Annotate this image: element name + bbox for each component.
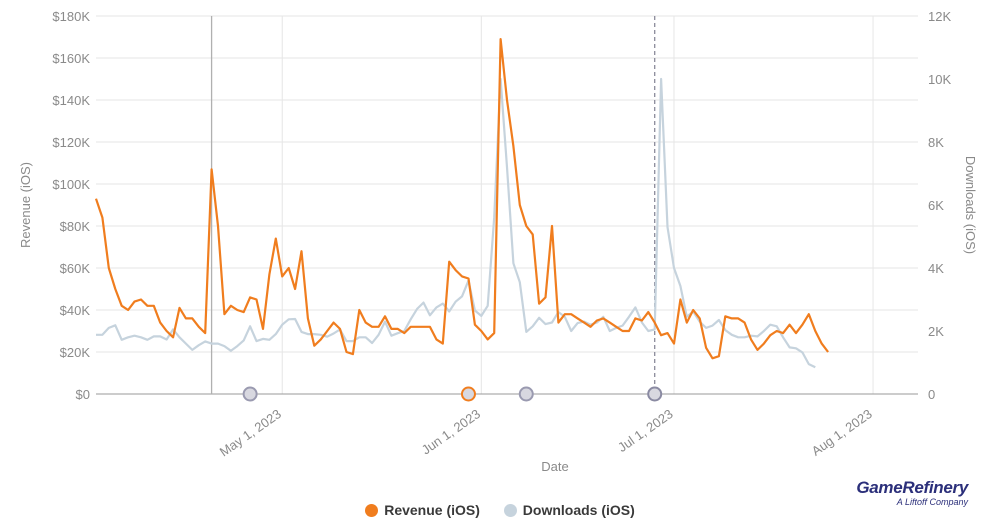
event-marker xyxy=(647,386,663,402)
downloads-series-line xyxy=(96,77,816,369)
x-tick-label: Jun 1, 2023 xyxy=(419,406,483,457)
y-right-tick-label: 4K xyxy=(928,261,944,276)
x-tick-label: Aug 1, 2023 xyxy=(809,406,875,459)
y-left-tick-label: $20K xyxy=(60,345,91,360)
y-left-tick-label: $120K xyxy=(52,135,90,150)
y-right-tick-label: 0 xyxy=(928,387,935,402)
y-right-tick-label: 8K xyxy=(928,135,944,150)
y-right-axis-title: Downloads (iOS) xyxy=(963,156,978,254)
brand-logo: GameRefinery A Liftoff Company xyxy=(856,478,968,507)
y-left-tick-label: $60K xyxy=(60,261,91,276)
chart-legend: Revenue (iOS) Downloads (iOS) xyxy=(0,502,1000,520)
revenue-legend-label: Revenue (iOS) xyxy=(384,502,480,518)
y-left-tick-label: $100K xyxy=(52,177,90,192)
x-tick-label: Jul 1, 2023 xyxy=(615,406,676,455)
y-right-tick-label: 12K xyxy=(928,9,951,24)
y-right-tick-label: 6K xyxy=(928,198,944,213)
y-left-tick-label: $160K xyxy=(52,51,90,66)
y-left-tick-label: $140K xyxy=(52,93,90,108)
y-left-tick-label: $0 xyxy=(76,387,90,402)
y-right-tick-label: 2K xyxy=(928,324,944,339)
event-marker xyxy=(460,386,476,402)
y-left-tick-label: $180K xyxy=(52,9,90,24)
downloads-legend-label: Downloads (iOS) xyxy=(522,502,635,518)
x-tick-label: May 1, 2023 xyxy=(217,406,284,459)
downloads-legend-marker xyxy=(503,503,517,517)
legend-item-downloads[interactable]: Downloads (iOS) xyxy=(503,502,635,518)
event-marker xyxy=(242,386,258,402)
revenue-series-line xyxy=(94,37,829,360)
y-left-tick-label: $40K xyxy=(60,303,91,318)
y-right-tick-label: 10K xyxy=(928,72,951,87)
event-marker xyxy=(518,386,534,402)
y-left-tick-label: $80K xyxy=(60,219,91,234)
brand-name: GameRefinery xyxy=(856,478,968,497)
x-axis-title: Date xyxy=(541,459,568,474)
y-left-axis-title: Revenue (iOS) xyxy=(18,162,33,248)
brand-subtitle: A Liftoff Company xyxy=(896,497,968,507)
revenue-legend-marker xyxy=(365,503,379,517)
legend-item-revenue[interactable]: Revenue (iOS) xyxy=(365,502,480,518)
